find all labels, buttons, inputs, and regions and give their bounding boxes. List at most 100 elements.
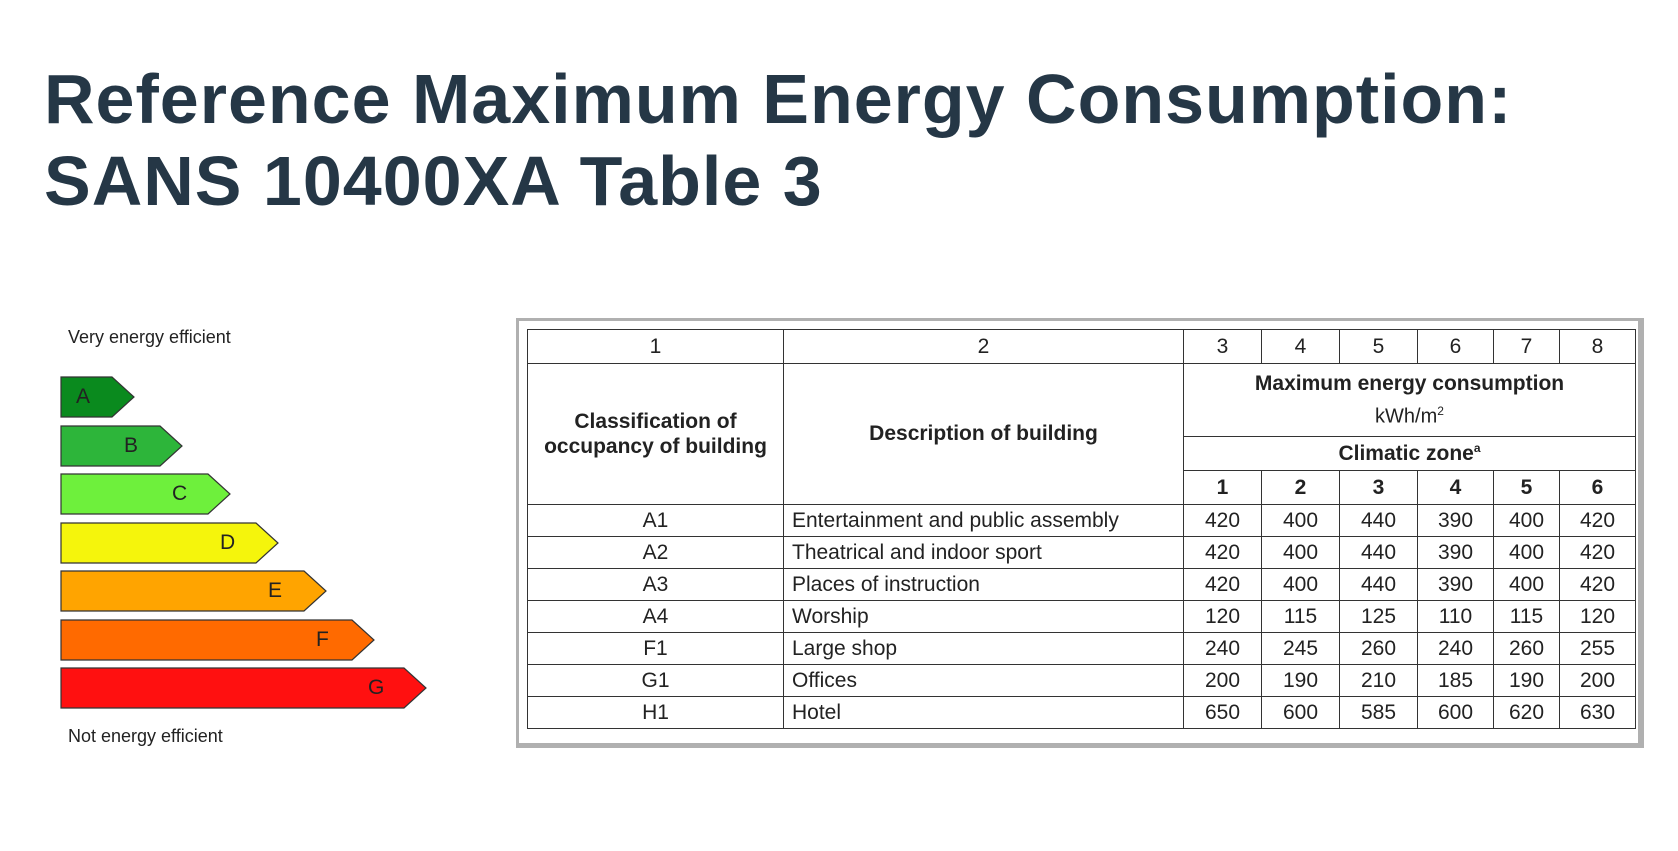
energy-value: 400 bbox=[1493, 568, 1560, 601]
rating-letter: B bbox=[124, 433, 139, 457]
energy-value: 420 bbox=[1559, 504, 1636, 537]
header-unit-text: kWh/m bbox=[1375, 405, 1438, 428]
energy-value: 120 bbox=[1183, 600, 1262, 633]
table-row: A1 Entertainment and public assembly 420 40… bbox=[527, 504, 1636, 537]
rating-letter: G bbox=[368, 676, 385, 699]
zone-number: 3 bbox=[1339, 470, 1418, 505]
rating-arrow-shape bbox=[60, 521, 279, 564]
energy-value: 240 bbox=[1183, 632, 1262, 665]
energy-value: 420 bbox=[1183, 536, 1262, 569]
header-max-energy: Maximum energy consumption kWh/m2 bbox=[1183, 363, 1636, 437]
building-description: Large shop bbox=[783, 632, 1184, 665]
scale-bottom-label: Not energy efficient bbox=[68, 726, 223, 746]
header-classification: Classification of occupancy of building bbox=[527, 363, 784, 505]
rating-arrow-shape bbox=[60, 618, 375, 661]
rating-arrow-shape bbox=[60, 473, 231, 515]
energy-value: 185 bbox=[1417, 664, 1494, 697]
header-description: Description of building bbox=[783, 363, 1184, 505]
energy-value: 245 bbox=[1261, 632, 1340, 665]
occupancy-code: A3 bbox=[527, 568, 784, 601]
energy-value: 420 bbox=[1559, 568, 1636, 601]
building-description: Theatrical and indoor sport bbox=[783, 536, 1184, 569]
header-climatic-zone: Climatic zonea bbox=[1183, 436, 1636, 471]
rating-arrow-g bbox=[60, 667, 427, 709]
energy-value: 600 bbox=[1261, 696, 1340, 729]
energy-value: 440 bbox=[1339, 568, 1418, 601]
energy-value: 390 bbox=[1417, 504, 1494, 537]
building-description: Entertainment and public assembly bbox=[783, 504, 1184, 537]
occupancy-code: G1 bbox=[527, 664, 784, 697]
column-number: 2 bbox=[783, 329, 1184, 364]
energy-value: 440 bbox=[1339, 536, 1418, 569]
building-description: Offices bbox=[783, 664, 1184, 697]
rating-arrow-c bbox=[60, 473, 231, 515]
column-number: 4 bbox=[1261, 329, 1340, 364]
energy-value: 200 bbox=[1559, 664, 1636, 697]
energy-value: 125 bbox=[1339, 600, 1418, 633]
table-row: G1 Offices 200 190 210 185 190 200 bbox=[527, 664, 1636, 697]
rating-letter: E bbox=[268, 579, 283, 602]
energy-value: 260 bbox=[1493, 632, 1560, 665]
rating-arrow-shape bbox=[60, 667, 427, 709]
energy-value: 390 bbox=[1417, 568, 1494, 601]
rating-arrow-b bbox=[60, 424, 183, 467]
page-title-line-1: Reference Maximum Energy Consumption: bbox=[44, 60, 1513, 138]
energy-value: 400 bbox=[1261, 536, 1340, 569]
column-number: 1 bbox=[527, 329, 784, 364]
energy-value: 420 bbox=[1559, 536, 1636, 569]
energy-value: 420 bbox=[1183, 504, 1262, 537]
header-row: Classification of occupancy of building … bbox=[527, 363, 1636, 505]
energy-value: 400 bbox=[1261, 568, 1340, 601]
energy-value: 600 bbox=[1417, 696, 1494, 729]
rating-arrow-a bbox=[60, 376, 135, 418]
energy-value: 585 bbox=[1339, 696, 1418, 729]
energy-value: 400 bbox=[1493, 504, 1560, 537]
occupancy-code: A2 bbox=[527, 536, 784, 569]
zone-number: 2 bbox=[1261, 470, 1340, 505]
rating-letter: D bbox=[220, 530, 236, 554]
energy-value: 260 bbox=[1339, 632, 1418, 665]
table-row: A3 Places of instruction 420 400 440 390 400 42… bbox=[527, 568, 1636, 601]
header-unit-sup: 2 bbox=[1437, 403, 1444, 418]
occupancy-code: F1 bbox=[527, 632, 784, 665]
energy-value: 255 bbox=[1559, 632, 1636, 665]
table-row: H1 Hotel 650 600 585 600 620 630 bbox=[527, 696, 1636, 729]
zone-number: 4 bbox=[1417, 470, 1494, 505]
column-number: 3 bbox=[1183, 329, 1262, 364]
rating-letter: C bbox=[172, 482, 188, 505]
energy-value: 420 bbox=[1183, 568, 1262, 601]
rating-arrow-shape bbox=[60, 570, 327, 612]
rating-arrow-shape bbox=[60, 424, 183, 467]
table-row: A2 Theatrical and indoor sport 420 400 440 39… bbox=[527, 536, 1636, 569]
table-row: A4 Worship 120 115 125 110 115 120 bbox=[527, 600, 1636, 633]
column-number: 6 bbox=[1417, 329, 1494, 364]
energy-value: 240 bbox=[1417, 632, 1494, 665]
rating-arrow-f bbox=[60, 618, 375, 661]
occupancy-code: H1 bbox=[527, 696, 784, 729]
rating-letter: F bbox=[316, 627, 329, 651]
building-description: Places of instruction bbox=[783, 568, 1184, 601]
energy-value: 115 bbox=[1493, 600, 1560, 633]
rating-arrow-d bbox=[60, 521, 279, 564]
page-title: Reference Maximum Energy Consumption: SA… bbox=[44, 58, 1512, 222]
header-max-energy-label: Maximum energy consumption bbox=[1254, 371, 1565, 395]
rating-arrow-shape bbox=[60, 376, 135, 418]
occupancy-code: A4 bbox=[527, 600, 784, 633]
energy-value: 210 bbox=[1339, 664, 1418, 697]
energy-value: 440 bbox=[1339, 504, 1418, 537]
energy-value: 650 bbox=[1183, 696, 1262, 729]
energy-value: 120 bbox=[1559, 600, 1636, 633]
scale-top-label: Very energy efficient bbox=[68, 327, 231, 347]
energy-value: 400 bbox=[1261, 504, 1340, 537]
table-body: A1 Entertainment and public assembly 420 40… bbox=[527, 504, 1636, 729]
header-unit: kWh/m2 bbox=[1185, 403, 1635, 429]
zone-number: 5 bbox=[1493, 470, 1560, 505]
energy-value: 200 bbox=[1183, 664, 1262, 697]
energy-value: 390 bbox=[1417, 536, 1494, 569]
column-number: 5 bbox=[1339, 329, 1418, 364]
energy-value: 400 bbox=[1493, 536, 1560, 569]
rating-letter: A bbox=[76, 385, 91, 408]
